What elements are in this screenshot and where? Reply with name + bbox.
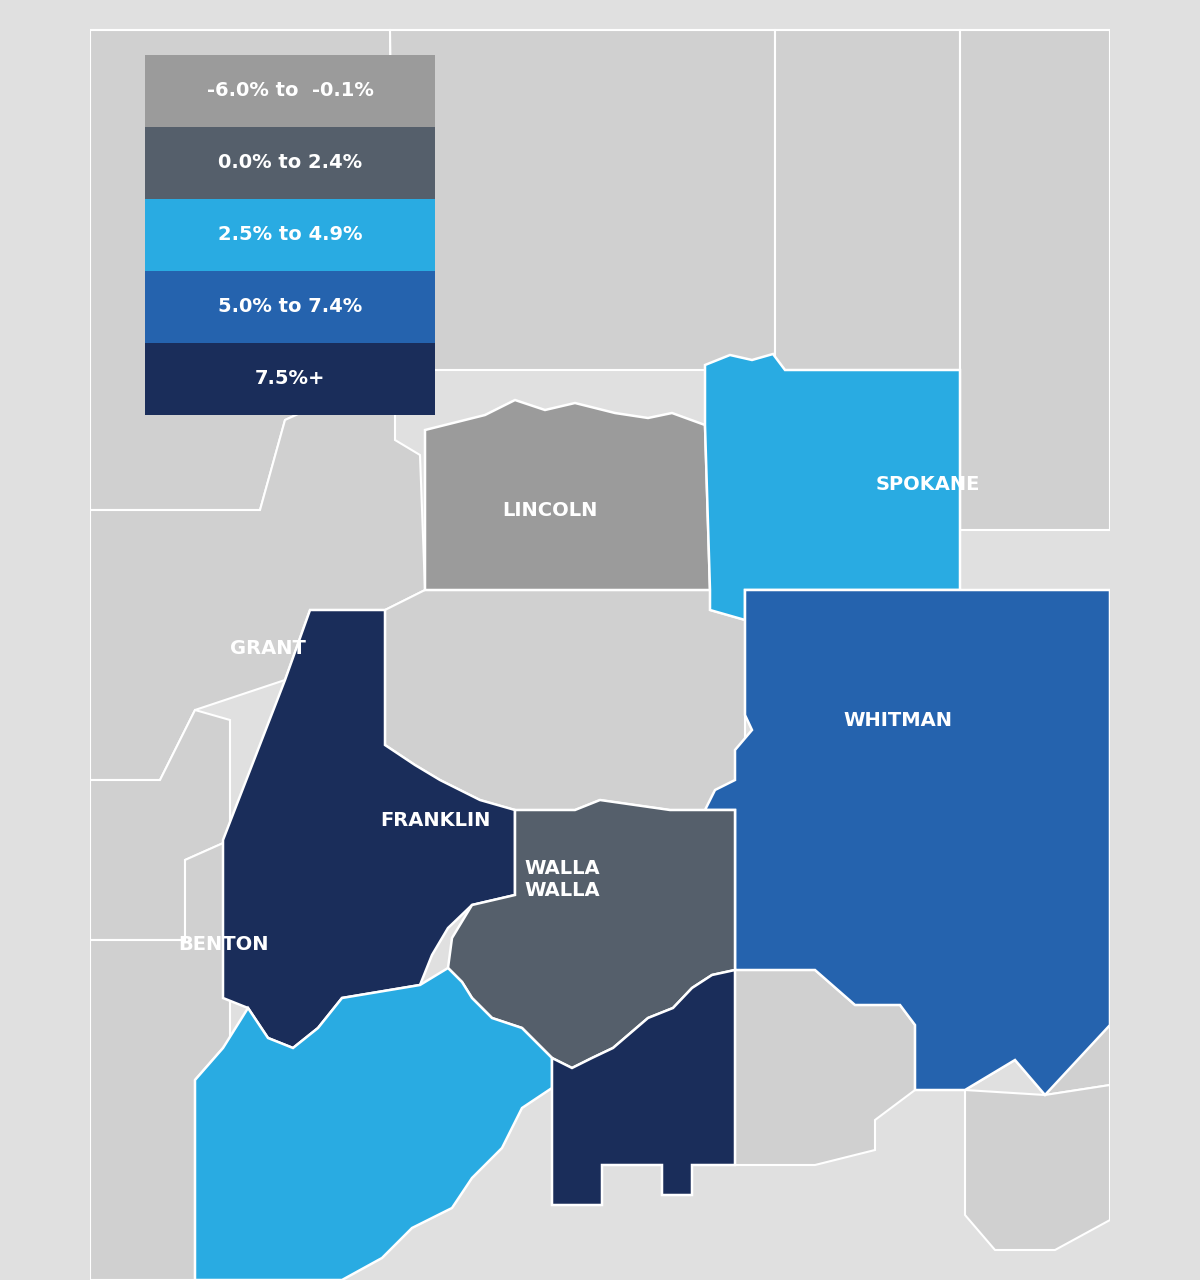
Polygon shape — [90, 710, 230, 940]
Polygon shape — [90, 29, 395, 509]
Polygon shape — [706, 590, 1110, 1094]
Bar — [145, 127, 436, 198]
Polygon shape — [706, 355, 960, 620]
Polygon shape — [734, 970, 916, 1165]
Text: LINCOLN: LINCOLN — [503, 500, 598, 520]
Bar — [145, 343, 436, 415]
Polygon shape — [965, 1085, 1110, 1251]
Text: GRANT: GRANT — [230, 639, 306, 658]
Polygon shape — [90, 840, 230, 1280]
Text: 5.0% to 7.4%: 5.0% to 7.4% — [218, 297, 362, 316]
Polygon shape — [960, 29, 1110, 530]
Bar — [145, 55, 436, 127]
Text: 0.0% to 2.4%: 0.0% to 2.4% — [218, 154, 362, 173]
Polygon shape — [448, 800, 734, 1068]
Bar — [145, 271, 436, 343]
Bar — [145, 198, 436, 271]
Text: 7.5%+: 7.5%+ — [254, 370, 325, 389]
Text: SPOKANE: SPOKANE — [876, 475, 980, 494]
Text: FRANKLIN: FRANKLIN — [380, 810, 490, 829]
Polygon shape — [916, 1025, 1110, 1094]
Polygon shape — [194, 968, 552, 1280]
Polygon shape — [425, 399, 710, 590]
Text: WHITMAN: WHITMAN — [844, 710, 953, 730]
Polygon shape — [552, 970, 734, 1204]
Text: -6.0% to  -0.1%: -6.0% to -0.1% — [206, 82, 373, 101]
Polygon shape — [223, 611, 515, 1048]
Text: WALLA
WALLA: WALLA WALLA — [524, 859, 600, 901]
Text: BENTON: BENTON — [178, 936, 269, 955]
Polygon shape — [390, 29, 775, 370]
Polygon shape — [385, 590, 745, 810]
Polygon shape — [90, 370, 425, 780]
Polygon shape — [775, 29, 960, 375]
Text: 2.5% to 4.9%: 2.5% to 4.9% — [217, 225, 362, 244]
